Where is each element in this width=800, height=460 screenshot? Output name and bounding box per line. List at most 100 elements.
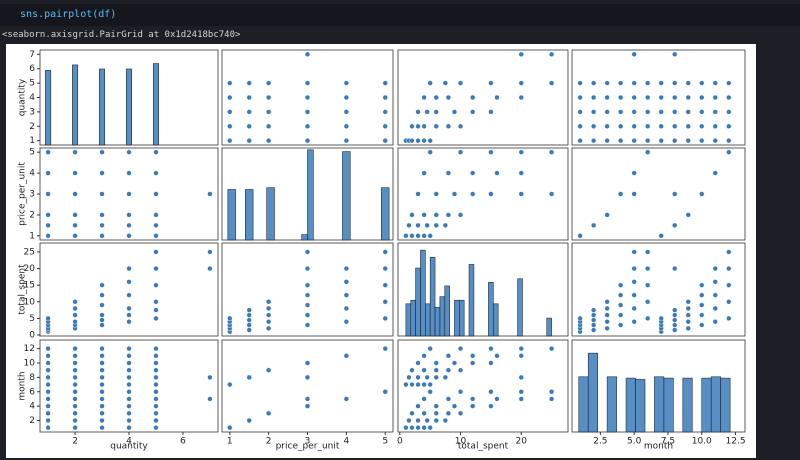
scatter-point [409, 410, 415, 416]
scatter-point [153, 360, 159, 366]
scatter-point [153, 410, 159, 416]
scatter-point [645, 315, 651, 321]
scatter-point [403, 425, 409, 431]
scatter-point [153, 417, 159, 424]
scatter-point [382, 249, 388, 255]
scatter-point [45, 410, 51, 416]
hist-bar [701, 377, 712, 433]
y-tick-label: 4 [29, 169, 35, 179]
scatter-point [246, 417, 252, 424]
y-tick-label: 6 [29, 387, 35, 397]
scatter-point [577, 123, 583, 129]
scatter-point [672, 317, 678, 323]
scatter-point [591, 123, 597, 129]
scatter-point [406, 417, 412, 424]
scatter-point [451, 403, 458, 409]
scatter-point [415, 109, 421, 115]
scatter-point [658, 109, 664, 115]
scatter-point [153, 222, 159, 228]
scatter-point [343, 109, 349, 115]
hist-bar [488, 282, 494, 337]
scatter-point [518, 94, 524, 101]
scatter-point [266, 138, 272, 144]
scatter-point [126, 425, 132, 431]
scatter-point [672, 307, 678, 313]
scatter-point [72, 425, 78, 431]
scatter-point [427, 425, 433, 431]
scatter-point [415, 381, 421, 388]
scatter-point [304, 302, 311, 308]
scatter-point [343, 80, 349, 86]
scatter-point [421, 123, 427, 129]
scatter-point [672, 109, 678, 115]
scatter-point [433, 94, 439, 101]
scatter-point [72, 374, 78, 380]
scatter-point [99, 417, 105, 424]
scatter-point [726, 80, 732, 86]
scatter-point [421, 367, 427, 373]
code-cell[interactable]: sns.pairplot(df) [0, 4, 800, 26]
scatter-point [494, 353, 500, 359]
scatter-point [591, 80, 597, 86]
scatter-point [445, 367, 451, 373]
scatter-point [645, 109, 651, 115]
scatter-point [699, 138, 705, 144]
hist-bar [587, 352, 598, 433]
scatter-point [631, 305, 637, 312]
scatter-point [470, 396, 476, 402]
scatter-point [442, 417, 448, 424]
scatter-point [470, 94, 476, 101]
scatter-point [470, 191, 476, 197]
scatter-point [72, 149, 78, 155]
panel [571, 49, 746, 146]
scatter-point [604, 312, 610, 318]
scatter-point [591, 138, 597, 144]
scatter-point [99, 396, 105, 402]
scatter-point [153, 307, 159, 313]
scatter-point [591, 322, 597, 328]
hist-bar [517, 278, 523, 337]
scatter-point [304, 322, 311, 328]
scatter-point [457, 212, 464, 218]
scatter-point [415, 417, 421, 424]
scatter-point [577, 94, 583, 101]
scatter-point [266, 94, 272, 101]
scatter-point [618, 292, 624, 298]
scatter-point [126, 319, 132, 325]
scatter-point [451, 109, 458, 115]
hist-bar [710, 376, 721, 433]
scatter-point [699, 302, 705, 308]
scatter-point [382, 80, 388, 86]
scatter-point [494, 170, 500, 176]
scatter-point [712, 109, 718, 115]
scatter-point [712, 265, 718, 272]
y-tick-label: 6 [29, 64, 35, 74]
scatter-point [488, 191, 494, 197]
scatter-point [266, 305, 272, 312]
scatter-point [457, 410, 464, 416]
scatter-point [631, 138, 637, 144]
scatter-point [409, 138, 415, 144]
scatter-point [45, 346, 51, 352]
scatter-point [153, 353, 159, 359]
scatter-point [126, 381, 132, 388]
scatter-point [604, 138, 610, 144]
scatter-point [549, 80, 555, 86]
scatter-point [415, 360, 421, 366]
scatter-point [685, 299, 691, 305]
scatter-point [99, 360, 105, 366]
scatter-point [246, 80, 252, 86]
scatter-point [699, 80, 705, 86]
scatter-point [488, 80, 494, 86]
scatter-point [699, 123, 705, 129]
scatter-point [427, 149, 433, 155]
scatter-point [382, 346, 388, 352]
scatter-point [618, 191, 624, 197]
scatter-point [126, 410, 132, 416]
scatter-point [672, 80, 678, 86]
scatter-point [631, 319, 637, 325]
scatter-point [227, 109, 233, 115]
scatter-point [618, 94, 624, 101]
scatter-point [726, 123, 732, 129]
